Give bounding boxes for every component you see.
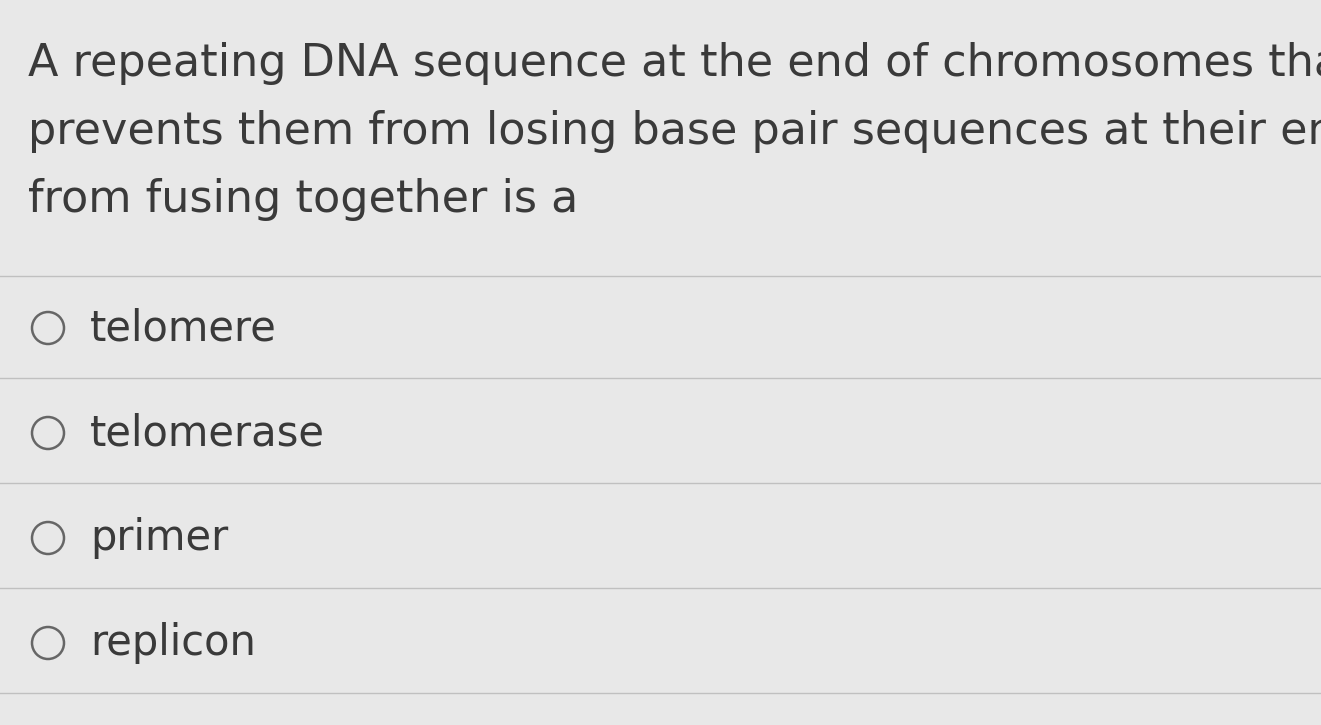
Text: prevents them from losing base pair sequences at their ends and: prevents them from losing base pair sequ… bbox=[28, 110, 1321, 153]
Text: A repeating DNA sequence at the end of chromosomes that: A repeating DNA sequence at the end of c… bbox=[28, 42, 1321, 85]
Text: primer: primer bbox=[90, 517, 229, 559]
Text: telomere: telomere bbox=[90, 307, 277, 349]
Text: replicon: replicon bbox=[90, 622, 256, 664]
Text: from fusing together is a: from fusing together is a bbox=[28, 178, 579, 221]
Text: telomerase: telomerase bbox=[90, 412, 325, 454]
